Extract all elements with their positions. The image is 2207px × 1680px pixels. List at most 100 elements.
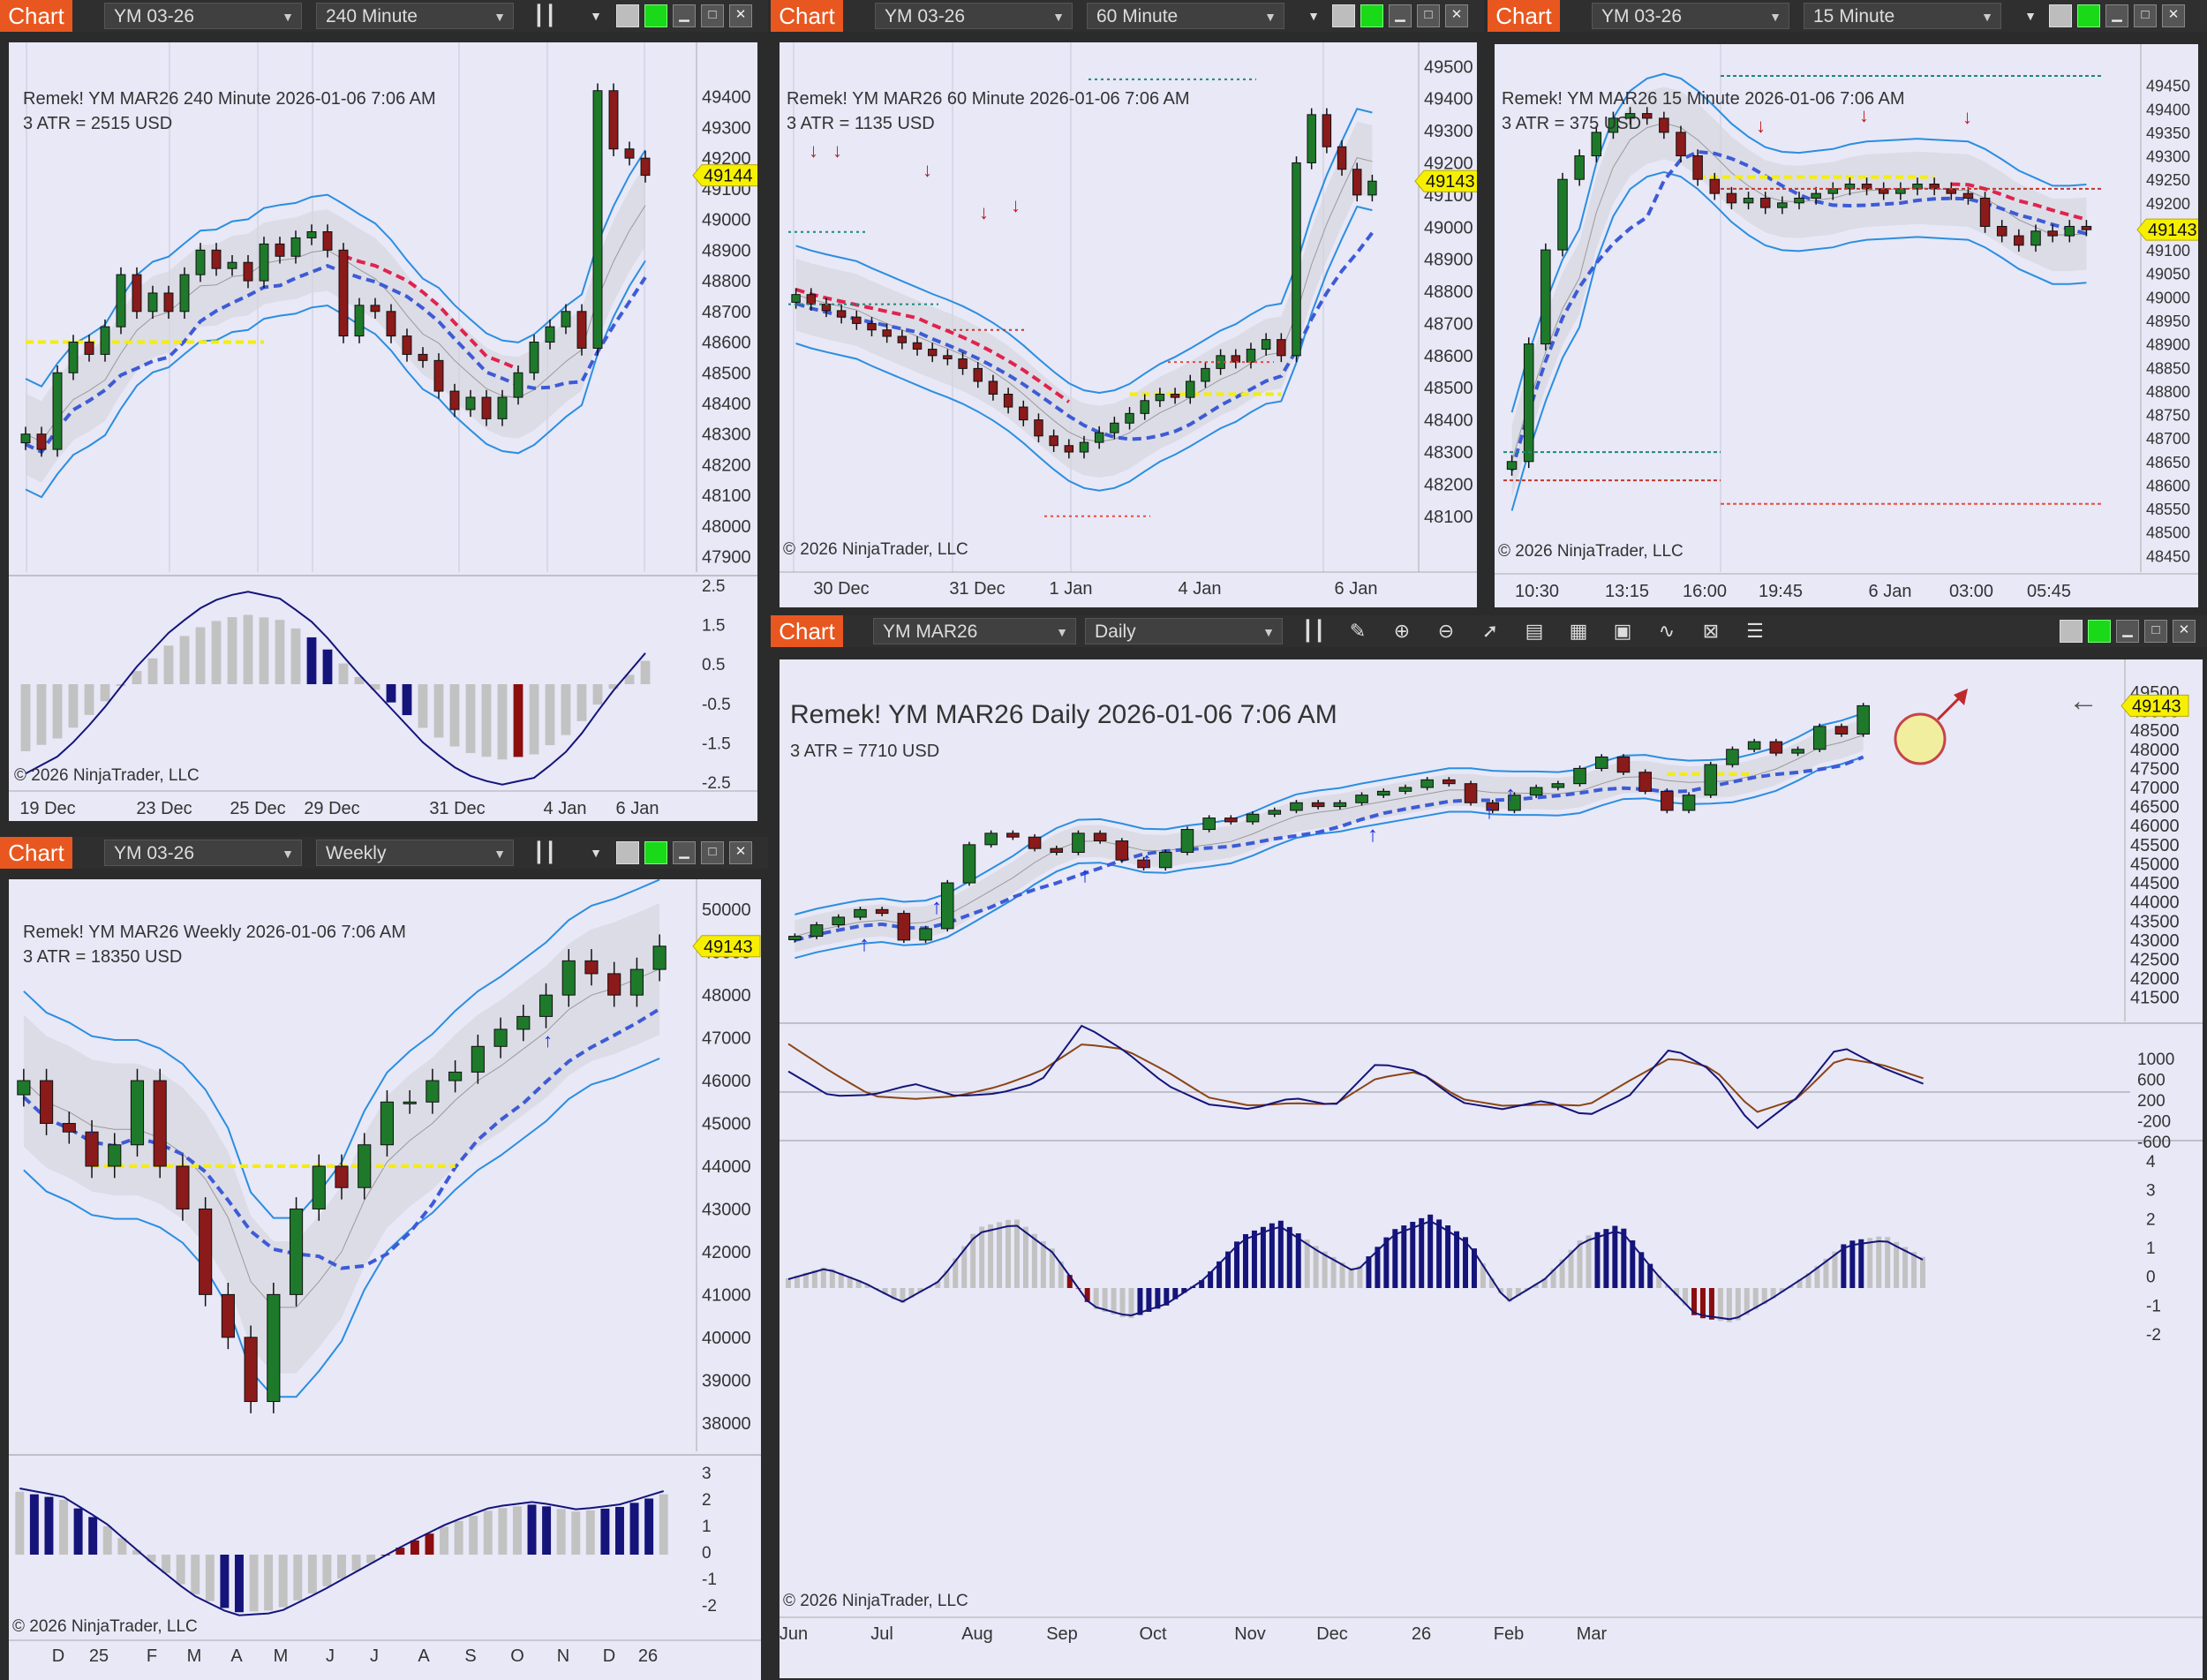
strategies-icon[interactable]: ⊠ [1702,620,1720,642]
instrument-selector[interactable]: YM MAR26 ▼ [873,618,1076,644]
minimize-icon[interactable]: ▁ [1389,4,1412,27]
minimize-icon[interactable]: ▁ [673,841,696,864]
close-icon[interactable]: ✕ [1445,4,1468,27]
link-green-button[interactable] [1360,4,1383,27]
last-price-marker [692,164,757,187]
bar-type-icon[interactable]: ┃┃ [1301,620,1326,642]
candle-up [2030,230,2041,246]
osc-tick-label: 3 [2146,1182,2156,1201]
chart-menu-button[interactable]: Chart [771,0,843,32]
minimize-icon[interactable]: ▁ [2105,4,2128,27]
price-tick-label: 47000 [702,1029,751,1049]
interval-selector[interactable]: Weekly ▼ [316,840,514,866]
maximize-icon[interactable]: □ [2144,620,2167,643]
link-gray-button[interactable] [2049,4,2072,27]
templates-icon[interactable]: ▣ [1613,620,1632,642]
histogram-bar [1488,1277,1495,1288]
minimize-icon[interactable]: ▁ [2116,620,2139,643]
chevron-down-icon[interactable]: ▼ [590,9,602,23]
maximize-icon[interactable]: □ [1417,4,1440,27]
candle-up [17,1080,31,1096]
candle-down [1028,836,1042,849]
histogram-bar [264,1555,274,1611]
histogram-bar-strong-up [1286,1226,1292,1288]
interval-selector[interactable]: 15 Minute ▼ [1804,3,2001,29]
candle-up [1333,802,1347,808]
candle-down [1726,192,1737,204]
link-gray-button[interactable] [616,4,639,27]
chart-menu-button[interactable]: Chart [1488,0,1560,32]
chart-menu-button[interactable]: Chart [771,615,843,647]
chevron-down-icon[interactable]: ▼ [1307,9,1320,23]
price-tick-label: 38000 [702,1414,751,1434]
copyright-label: © 2026 NinjaTrader, LLC [783,1592,968,1610]
minimize-icon[interactable]: ▁ [673,4,696,27]
candle-up [267,1293,281,1403]
link-green-button[interactable] [644,841,667,864]
close-icon[interactable]: ✕ [2162,4,2185,27]
pointer-icon[interactable]: ➚ [1481,620,1499,642]
interval-selector[interactable]: 240 Minute ▼ [316,3,514,29]
instrument-selector[interactable]: YM 03-26 ▼ [104,840,302,866]
list-icon[interactable]: ☰ [1746,620,1764,642]
chart-plot-area[interactable]: 49400 49300 49200 49100 49000 48900 48800 48700… [9,42,757,821]
price-tick-label: 49400 [1424,90,1473,109]
last-price-label: 49143 [2148,221,2197,240]
zoom-out-icon[interactable]: ⊖ [1437,620,1455,642]
close-icon[interactable]: ✕ [729,841,752,864]
pencil-icon[interactable]: ✎ [1349,620,1367,642]
chart-plot-area[interactable]: 4950049000485004800047500470004650046000… [780,659,2203,1678]
candle-down [927,349,938,357]
candle-up [1747,741,1761,750]
link-green-button[interactable] [2088,620,2111,643]
candle-down [1929,184,1940,190]
chart-menu-button[interactable]: Chart [0,0,72,32]
chart-plot-area[interactable]: 5000049000480004700046000450004400043000… [9,879,761,1680]
candle-down [943,355,953,359]
link-green-button[interactable] [2077,4,2100,27]
histogram-bar [162,1555,171,1573]
maximize-icon[interactable]: □ [701,4,724,27]
chevron-down-icon[interactable]: ▼ [2024,9,2037,23]
link-gray-button[interactable] [616,841,639,864]
trend-dashed-line-down [343,254,519,371]
instrument-selector[interactable]: YM 03-26 ▼ [875,3,1073,29]
chevron-down-icon[interactable]: ▼ [590,846,602,860]
maximize-icon[interactable]: □ [701,841,724,864]
close-icon[interactable]: ✕ [2173,620,2196,643]
histogram-bar-strong-up [1234,1241,1240,1288]
chart-plot-area[interactable]: 49500 49400 49300 49200 49100 49000 48900 48800… [780,42,1477,607]
indicators-icon[interactable]: ∿ [1658,620,1676,642]
link-green-button[interactable] [644,4,667,27]
histogram-bar-strong-up [1463,1237,1469,1288]
properties-icon[interactable]: ▦ [1569,620,1588,642]
data-box-icon[interactable]: ▤ [1525,620,1544,642]
histogram-bar [1480,1263,1486,1288]
bar-type-icon[interactable]: ┃┃ [532,4,557,26]
maximize-icon[interactable]: □ [2134,4,2157,27]
histogram-bar [891,1288,897,1300]
histogram-bar [366,1555,376,1563]
candle-up [854,908,867,918]
up-arrow-icon: ↑ [543,1029,553,1051]
instrument-selector[interactable]: YM 03-26 ▼ [104,3,302,29]
interval-selector[interactable]: 60 Minute ▼ [1087,3,1284,29]
interval-selector[interactable]: Daily ▼ [1085,618,1283,644]
bar-type-icon[interactable]: ┃┃ [532,841,557,863]
window-toolbar: Chart YM 03-26 ▼ Weekly ▼ ┃┃ ▼ ▁ □ ✕ [0,837,768,869]
time-tick-label: Jun [780,1624,808,1644]
zoom-in-icon[interactable]: ⊕ [1393,620,1411,642]
close-icon[interactable]: ✕ [729,4,752,27]
histogram-bar-strong-up [322,649,333,684]
price-tick-label: 48750 [2146,407,2190,425]
link-gray-button[interactable] [2060,620,2083,643]
chart-menu-button[interactable]: Chart [0,837,72,869]
link-gray-button[interactable] [1332,4,1355,27]
candle-down [449,390,460,411]
last-price-marker [692,935,761,958]
instrument-selector[interactable]: YM 03-26 ▼ [1592,3,1789,29]
chart-plot-area[interactable]: 4945049400493504930049250492004915049100… [1495,44,2198,607]
histogram-bar [147,658,158,684]
histogram-bar [205,1555,215,1601]
candle-down [2047,230,2058,237]
